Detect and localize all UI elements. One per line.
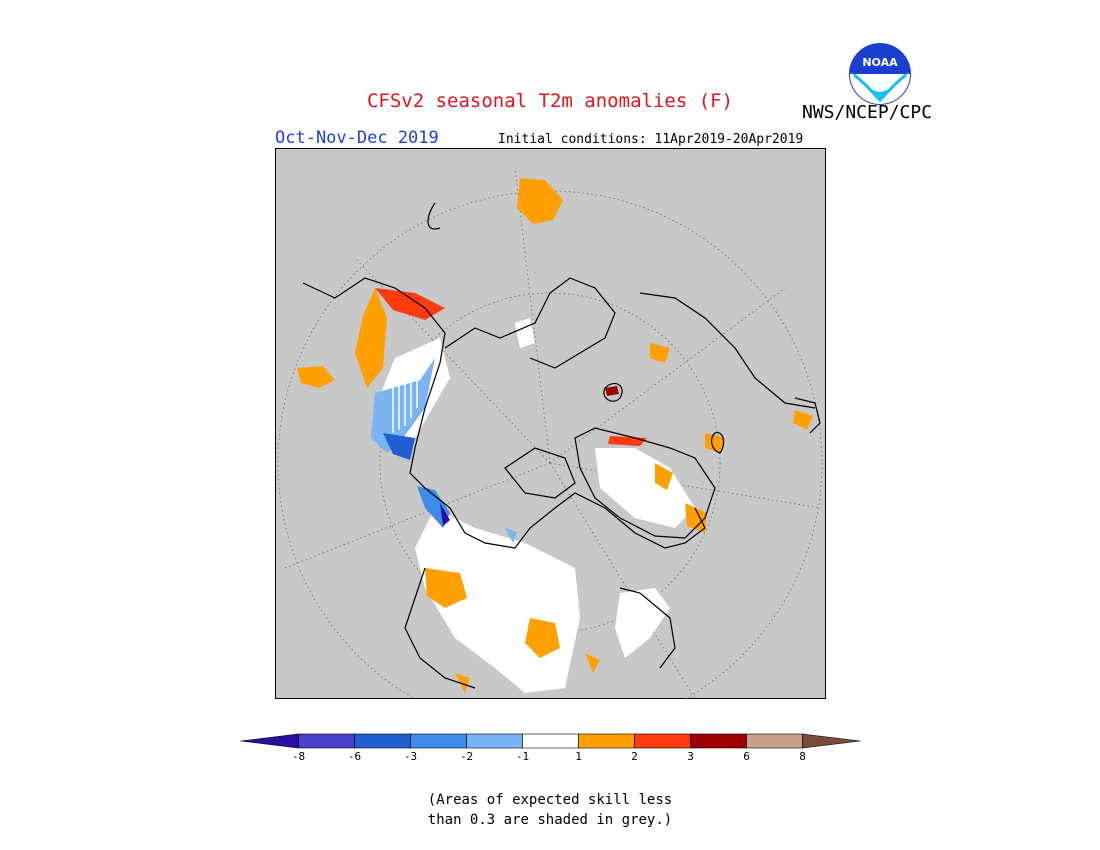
legend-tick-label: -8 [292, 750, 305, 760]
color-legend: -8 -6 -3 -2 -1 1 2 3 6 8 [240, 733, 861, 760]
initial-conditions-label: Initial conditions: 11Apr2019-20Apr2019 [498, 132, 804, 147]
legend-tick-label: -2 [460, 750, 473, 760]
coastlines [302, 202, 821, 689]
legend-tick-label: -6 [348, 750, 361, 760]
legend-bin [690, 733, 747, 749]
season-label: Oct-Nov-Dec 2019 [275, 128, 439, 148]
legend-bin [746, 733, 803, 749]
legend-bin [240, 733, 299, 749]
legend-bin [802, 733, 861, 749]
polar-anomaly-map [275, 148, 826, 699]
negative-anomaly-regions [371, 358, 517, 543]
skill-footnote-line-2: than 0.3 are shaded in grey.) [427, 812, 673, 828]
organization-label: NWS/NCEP/CPC [802, 102, 933, 123]
skill-footnote-line-1: (Areas of expected skill less [427, 792, 673, 808]
legend-bin [578, 733, 635, 749]
legend-bin [466, 733, 523, 749]
legend-bin [354, 733, 411, 749]
legend-bin [634, 733, 691, 749]
noaa-logo: NOAA [849, 43, 911, 105]
legend-tick-label: 1 [575, 750, 582, 760]
legend-bin [522, 733, 579, 749]
legend-tick-label: -1 [516, 750, 529, 760]
legend-tick-label: 2 [631, 750, 638, 760]
logo-text: NOAA [862, 56, 898, 69]
legend-tick-label: -3 [404, 750, 417, 760]
map-title: CFSv2 seasonal T2m anomalies (F) [366, 90, 734, 112]
legend-tick-label: 6 [743, 750, 750, 760]
legend-bin [410, 733, 467, 749]
hatched-region [392, 353, 418, 433]
legend-bin [298, 733, 355, 749]
legend-tick-label: 3 [687, 750, 694, 760]
legend-tick-label: 8 [799, 750, 806, 760]
